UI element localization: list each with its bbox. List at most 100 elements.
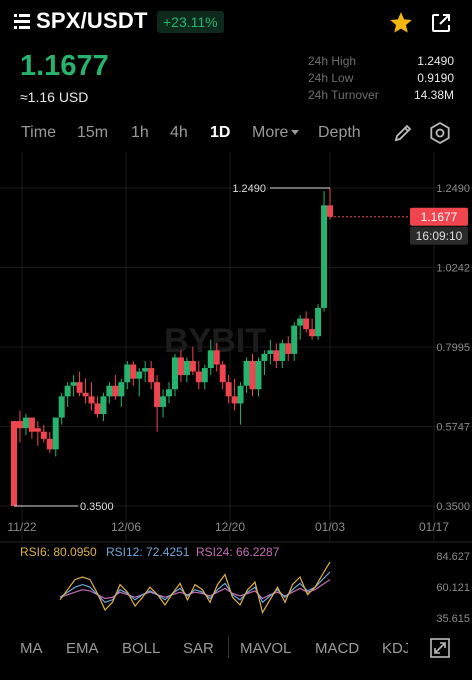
tab-more-label: More	[252, 124, 289, 141]
y-tick-label: 0.5747	[436, 422, 470, 434]
change-badge: +23.11%	[157, 11, 224, 33]
candle-body	[136, 371, 143, 379]
candle-body	[52, 417, 59, 450]
stat-label-high: 24h High	[308, 54, 357, 68]
y-tick-label: 0.7995	[436, 342, 470, 354]
candle-body	[76, 382, 83, 393]
stat-value-high: 1.2490	[417, 54, 454, 68]
candle-body	[70, 382, 77, 386]
candle-body	[118, 382, 125, 397]
settings-icon[interactable]	[428, 121, 452, 145]
candle-body	[249, 360, 256, 390]
candle-body	[321, 205, 328, 308]
tab-time[interactable]: Time	[21, 124, 56, 141]
tab-boll[interactable]: BOLL	[122, 640, 161, 657]
candle-body	[124, 364, 131, 383]
candle-body	[28, 417, 35, 432]
last-price: 1.1677	[20, 50, 109, 82]
x-tick-label: 01/03	[315, 520, 345, 534]
star-icon[interactable]	[388, 10, 414, 36]
candles	[11, 188, 333, 506]
max-label: 1.2490	[232, 183, 266, 195]
tab-1d[interactable]: 1D	[210, 124, 231, 141]
candle-body	[64, 385, 71, 397]
candle-body	[297, 318, 304, 326]
candle-body	[303, 318, 310, 330]
x-axis: 11/22 12/06 12/20 01/03 01/17	[7, 520, 449, 534]
candle-body	[88, 396, 95, 404]
candle-body	[195, 371, 202, 383]
current-price-label: 1.1677	[421, 210, 458, 224]
tab-sar[interactable]: SAR	[183, 640, 214, 657]
tab-ma[interactable]: MA	[20, 640, 43, 657]
candle-body	[189, 360, 196, 372]
divider	[228, 636, 229, 658]
tab-mavol[interactable]: MAVOL	[240, 640, 292, 657]
current-price-badge	[410, 207, 468, 226]
fullscreen-icon[interactable]	[428, 636, 452, 660]
candle-body	[213, 350, 220, 365]
countdown-badge	[410, 226, 468, 245]
candle-body	[207, 350, 214, 369]
candle-body	[267, 350, 274, 354]
candle-body	[148, 368, 155, 383]
candle-body	[177, 357, 184, 376]
candle-body	[40, 431, 47, 439]
stat-label-turnover: 24h Turnover	[308, 88, 379, 102]
stat-label-low: 24h Low	[308, 71, 354, 85]
candle-body	[154, 382, 161, 407]
rsi-line-rsi6	[59, 561, 331, 615]
stat-value-turnover: 14.38M	[413, 88, 454, 102]
candle-body	[160, 396, 167, 407]
tab-4h[interactable]: 4h	[170, 124, 188, 141]
candle-body	[309, 329, 316, 337]
share-icon[interactable]	[430, 12, 452, 34]
tab-15m[interactable]: 15m	[77, 124, 109, 141]
candle-body	[183, 360, 190, 376]
tab-ema[interactable]: EMA	[66, 640, 99, 657]
candle-body	[315, 307, 322, 337]
x-tick-label: 11/22	[7, 520, 36, 534]
tab-macd[interactable]: MACD	[315, 640, 360, 657]
candle-body	[16, 421, 23, 429]
tab-kdj[interactable]: KDJ	[382, 640, 408, 657]
pencil-icon[interactable]	[392, 122, 414, 144]
chart-grid	[0, 152, 472, 542]
candle-body	[273, 350, 280, 361]
candle-body	[261, 353, 268, 361]
candle-body	[201, 368, 208, 383]
tab-more[interactable]: More	[252, 124, 300, 142]
candle-body	[171, 357, 178, 390]
candle-body	[243, 360, 250, 386]
stat-value-low: 0.9190	[417, 71, 454, 85]
y-tick-label: 0.3500	[436, 501, 470, 513]
tab-depth[interactable]: Depth	[318, 124, 361, 141]
candle-body	[46, 438, 53, 450]
tab-1h[interactable]: 1h	[131, 124, 149, 141]
candle-body	[291, 325, 298, 354]
usd-price: ≈1.16 USD	[20, 89, 89, 105]
candle-body	[130, 364, 137, 379]
candle-body	[327, 205, 333, 217]
rsi-legend-rsi6: RSI6: 80.0950	[20, 545, 97, 559]
candle-body	[58, 396, 65, 418]
menu-icon[interactable]	[12, 10, 32, 32]
x-tick-label: 12/20	[215, 520, 245, 534]
rsi-y-tick-label: 35.615	[436, 613, 470, 622]
rsi-panel: RSI6: 80.0950 RSI12: 72.4251 RSI24: 66.228…	[0, 541, 472, 622]
candle-body	[106, 385, 113, 397]
countdown-label: 16:09:10	[416, 229, 463, 243]
min-label: 0.3500	[80, 501, 114, 513]
candle-body	[94, 403, 101, 415]
candle-body	[237, 385, 244, 404]
candle-body	[34, 428, 41, 432]
candle-body	[100, 396, 107, 415]
candle-body	[22, 417, 29, 429]
candle-body	[279, 343, 286, 361]
rsi-line-rsi12	[59, 571, 331, 604]
pair-title[interactable]: SPX/USDT	[36, 8, 148, 33]
candle-body	[112, 385, 119, 397]
x-tick-label: 12/06	[111, 520, 141, 534]
y-tick-label: 1.2490	[436, 183, 470, 195]
